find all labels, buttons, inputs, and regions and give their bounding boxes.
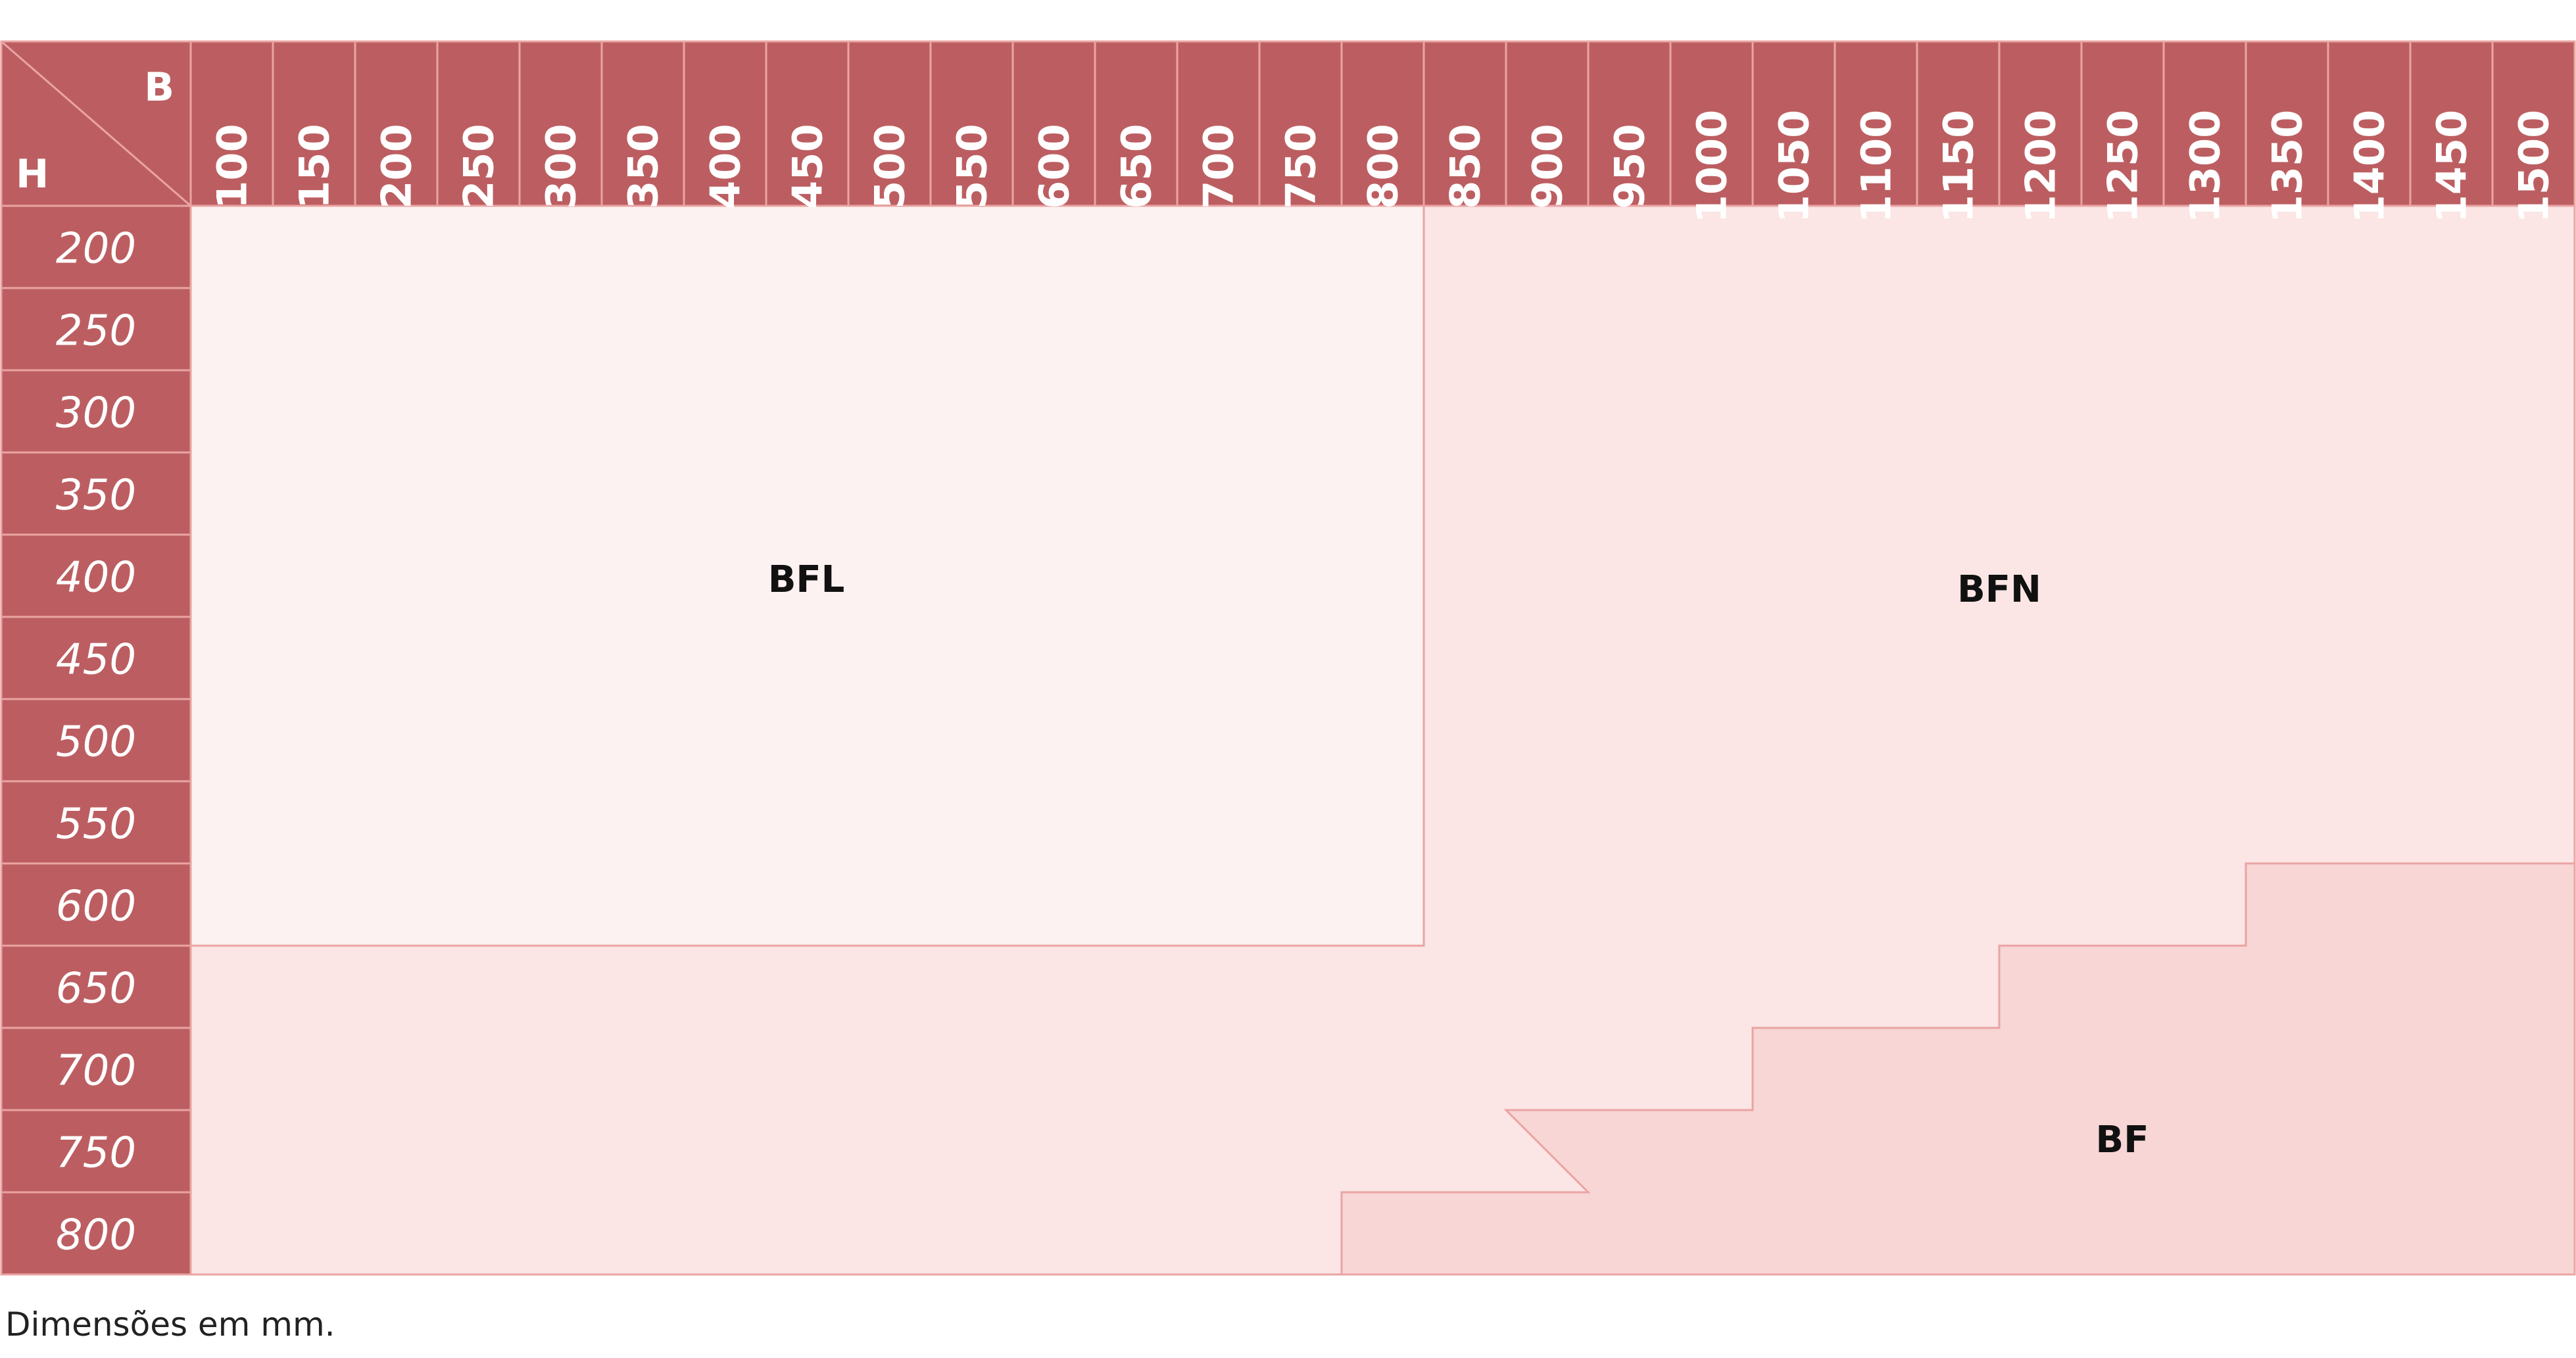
column-header-label: 1100 (1853, 110, 1901, 224)
row-header-cell (0, 287, 192, 372)
column-header-cell (847, 40, 932, 207)
row-header-cell (0, 1191, 192, 1276)
row-header-label: 800 (56, 1211, 136, 1260)
column-header-label: 1050 (1770, 110, 1818, 224)
column-header-label: 1300 (2181, 110, 2229, 224)
column-header-label: 100 (208, 124, 256, 208)
column-header-label: 950 (1606, 124, 1654, 208)
column-header-label: 1000 (1688, 110, 1736, 224)
column-header-cell (2245, 40, 2329, 207)
row-header-label: 750 (56, 1129, 136, 1178)
column-header-cell (1176, 40, 1261, 207)
column-header-cell (1094, 40, 1179, 207)
column-header-cell (2162, 40, 2247, 207)
row-header-cell (0, 862, 192, 947)
row-header-label: 200 (56, 225, 136, 274)
column-header-label: 1200 (2017, 110, 2065, 224)
column-header-label: 350 (620, 124, 668, 208)
row-header-label: 600 (56, 883, 136, 931)
corner-label-b: B (144, 64, 174, 110)
row-header-label: 650 (56, 965, 136, 1013)
row-header-label: 250 (56, 307, 136, 356)
column-header-label: 1450 (2428, 110, 2476, 224)
column-header-cell (2080, 40, 2165, 207)
region-label-bf: BF (2096, 1119, 2149, 1161)
column-header-label: 750 (1277, 124, 1325, 208)
corner-diagonal (1, 40, 191, 207)
column-header-cell (2491, 40, 2576, 207)
column-header-label: 800 (1359, 124, 1407, 208)
footnote: Dimensões em mm. (5, 1305, 335, 1344)
dimension-table: 100 150 200 250 300 350 400 450 500 550 600 650 700 7… (0, 40, 2576, 1276)
row-header-cell (0, 616, 192, 700)
column-header-label: 500 (866, 124, 914, 208)
column-header-cell (683, 40, 767, 207)
column-header-cell (1011, 40, 1096, 207)
column-header-label: 1400 (2346, 110, 2394, 224)
column-header-label: 700 (1195, 124, 1243, 208)
corner-label-h: H (16, 151, 49, 197)
column-header-cell (1587, 40, 1672, 207)
column-header-cell (436, 40, 521, 207)
column-header-cell (1340, 40, 1425, 207)
region-label-bfl: BFL (768, 558, 845, 601)
region-bfl (189, 205, 1425, 947)
column-header-label: 150 (291, 124, 339, 208)
row-header-label: 700 (56, 1047, 136, 1096)
column-header-label: 1350 (2264, 110, 2312, 224)
row-header-cell (0, 780, 192, 865)
row-header-label: 450 (56, 636, 136, 685)
column-header-label: 600 (1031, 124, 1079, 208)
column-header-label: 300 (537, 124, 585, 208)
column-header-label: 850 (1442, 124, 1490, 208)
row-header-cell (0, 944, 192, 1029)
region-label-bfn: BFN (1957, 568, 2041, 611)
column-header-cell (1669, 40, 1754, 207)
column-header-label: 900 (1524, 124, 1572, 208)
row-header-cell (0, 1027, 192, 1111)
row-header-cell (0, 533, 192, 618)
column-header-cell (1998, 40, 2083, 207)
row-header-cell (0, 698, 192, 783)
row-header-label: 550 (56, 800, 136, 849)
column-header-label: 250 (455, 124, 503, 208)
column-header-label: 1250 (2099, 110, 2147, 224)
column-header-cell (1751, 40, 1836, 207)
column-header-cell (272, 40, 356, 207)
row-header-label: 300 (56, 389, 136, 438)
column-header-cell (929, 40, 1014, 207)
column-header-cell (1834, 40, 1918, 207)
column-header-label: 650 (1113, 124, 1161, 208)
column-header-label: 550 (948, 124, 996, 208)
row-header-cell (0, 451, 192, 536)
column-header-label: 1500 (2510, 110, 2558, 224)
row-header-label: 350 (56, 472, 136, 520)
row-header-label: 500 (56, 718, 136, 767)
column-header-cell (2327, 40, 2412, 207)
row-header-label: 400 (56, 554, 136, 602)
column-header-cell (1258, 40, 1343, 207)
dimension-table-svg: 100 150 200 250 300 350 400 450 500 550 600 650 700 7… (0, 40, 2576, 1276)
column-header-label: 200 (373, 124, 421, 208)
column-header-cell (518, 40, 603, 207)
row-header-cell (0, 1109, 192, 1194)
column-header-cell (600, 40, 685, 207)
column-header-label: 1150 (1935, 110, 1983, 224)
column-header-label: 450 (784, 124, 832, 208)
column-header-label: 400 (702, 124, 750, 208)
column-header-cell (1916, 40, 2001, 207)
column-header-cell (189, 40, 274, 207)
column-header-cell (1422, 40, 1507, 207)
column-header-cell (1505, 40, 1590, 207)
row-header-cell (0, 369, 192, 454)
